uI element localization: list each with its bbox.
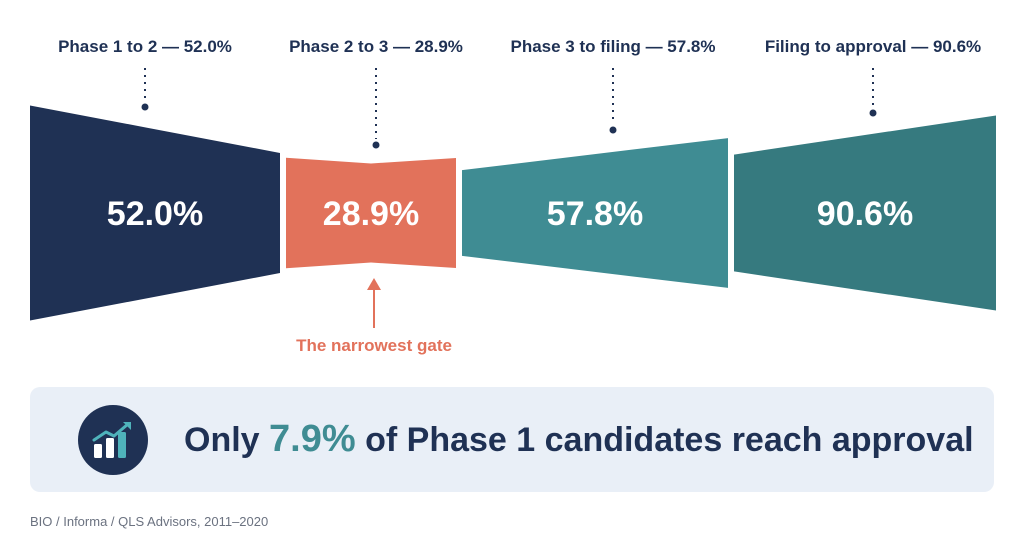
source-note: BIO / Informa / QLS Advisors, 2011–2020	[30, 514, 269, 529]
funnel-segment	[286, 157, 456, 269]
segment-value-label: 28.9%	[323, 195, 419, 233]
connector-dot	[141, 103, 149, 111]
phase-label: Phase 2 to 3 — 28.9%	[289, 37, 463, 56]
summary-suffix: of Phase 1 candidates reach approval	[365, 421, 974, 459]
funnel-segment	[462, 138, 728, 288]
summary-prefix: Only	[184, 421, 260, 459]
phase-label: Phase 3 to filing — 57.8%	[510, 37, 715, 56]
segment-value-label: 57.8%	[547, 195, 643, 233]
segment-value-label: 90.6%	[817, 195, 913, 233]
summary-highlight: 7.9%	[269, 418, 356, 460]
segment-value-label: 52.0%	[107, 195, 203, 233]
funnel-segment	[734, 115, 996, 311]
annotation-text: The narrowest gate	[296, 336, 452, 355]
connector-dot	[372, 141, 380, 149]
phase-label: Phase 1 to 2 — 52.0%	[58, 37, 232, 56]
connector-dot	[869, 109, 877, 117]
summary-banner: Only 7.9% of Phase 1 candidates reach ap…	[30, 387, 994, 492]
phase-label: Filing to approval — 90.6%	[765, 37, 981, 56]
connector-dot	[609, 126, 617, 134]
growth-chart-icon	[78, 404, 148, 475]
annotation-arrowhead	[367, 278, 381, 290]
summary-text: Only 7.9% of Phase 1 candidates reach ap…	[184, 418, 974, 461]
funnel-segment	[30, 105, 280, 321]
funnel-chart: 52.0% Phase 1 to 2 — 52.0% 28.9% Phase 2 to…	[30, 37, 996, 355]
